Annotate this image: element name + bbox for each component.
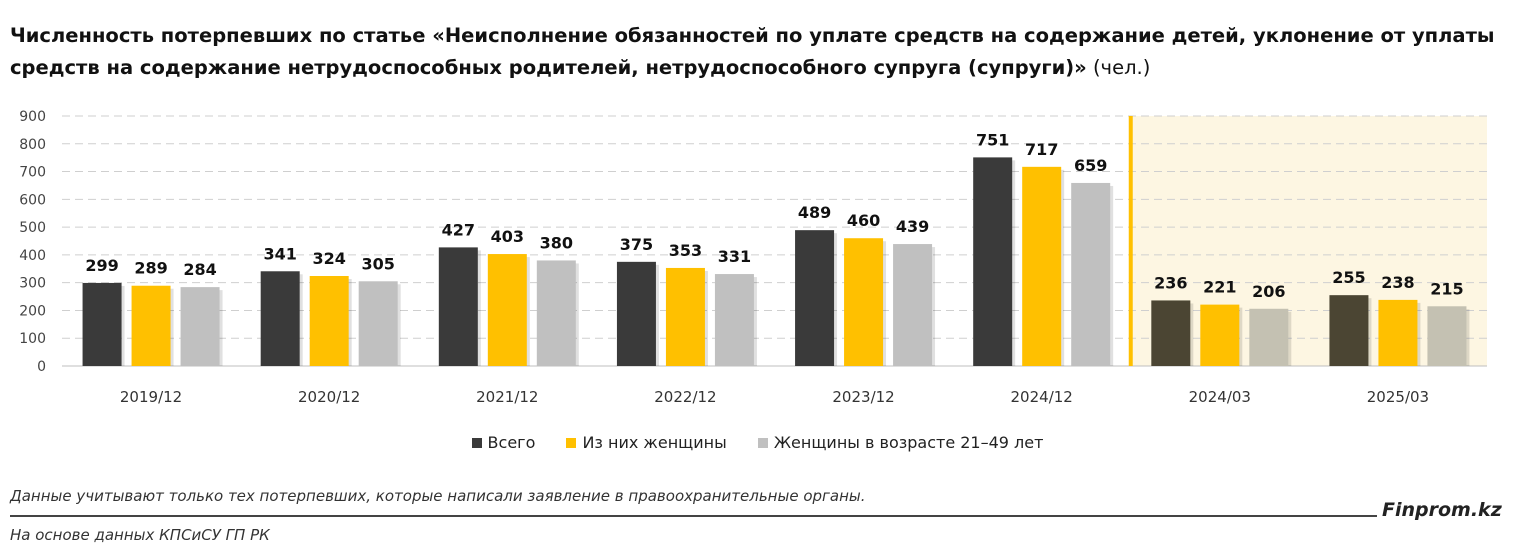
footer-divider <box>10 515 1377 517</box>
y-tick-label: 300 <box>19 276 46 292</box>
bar <box>536 260 576 366</box>
y-tick-label: 200 <box>19 303 46 319</box>
data-label: 238 <box>1381 273 1414 292</box>
bar <box>131 285 171 366</box>
x-tick-label: 2022/12 <box>654 388 716 406</box>
bar <box>1200 304 1240 366</box>
chart-title: Численность потерпевших по статье «Неисп… <box>10 20 1500 84</box>
data-label: 659 <box>1074 156 1107 175</box>
data-label: 460 <box>847 211 880 230</box>
legend-label-women-age: Женщины в возрасте 21–49 лет <box>773 433 1044 452</box>
y-tick-label: 900 <box>19 109 46 125</box>
data-label: 221 <box>1203 278 1236 297</box>
bar <box>358 281 398 366</box>
data-label: 380 <box>540 233 573 252</box>
data-label: 299 <box>85 256 118 275</box>
bar <box>180 287 220 366</box>
legend-item-women: Из них женщины <box>566 433 727 452</box>
y-tick-label: 400 <box>19 248 46 264</box>
bar <box>665 267 705 366</box>
legend-item-all: Всего <box>471 433 536 452</box>
data-label: 353 <box>669 241 702 260</box>
x-tick-label: 2020/12 <box>298 388 360 406</box>
data-label: 403 <box>491 227 524 246</box>
bar <box>438 247 478 366</box>
y-tick-label: 0 <box>37 359 46 375</box>
y-tick-label: 100 <box>19 331 46 347</box>
source-note: На основе данных КПСиСУ ГП РК <box>10 526 270 544</box>
x-tick-label: 2023/12 <box>832 388 894 406</box>
data-label: 206 <box>1252 282 1285 301</box>
bar <box>973 157 1013 366</box>
bar <box>893 244 933 366</box>
x-tick-label: 2025/03 <box>1367 388 1429 406</box>
bar <box>487 254 527 366</box>
data-label: 751 <box>976 130 1009 149</box>
bar <box>1022 166 1062 366</box>
legend-swatch-women-age <box>757 438 768 448</box>
bar <box>844 238 884 366</box>
data-label: 305 <box>361 254 394 273</box>
chart-legend: Всего Из них женщины Женщины в возрасте … <box>0 432 1515 452</box>
data-label: 215 <box>1430 279 1463 298</box>
data-label: 427 <box>442 220 475 239</box>
data-label: 375 <box>620 235 653 254</box>
data-label: 236 <box>1154 273 1187 292</box>
y-tick-label: 700 <box>19 165 46 181</box>
bar <box>1329 295 1369 366</box>
data-label: 255 <box>1332 268 1365 287</box>
data-label: 289 <box>134 259 167 278</box>
bar <box>1378 299 1418 366</box>
bar <box>795 230 835 366</box>
bar-chart: 0 100 200 300 400 500 600 700 800 900 299 289 284 201… <box>19 109 1487 406</box>
bar <box>309 276 349 366</box>
data-label: 284 <box>183 260 216 279</box>
bar <box>616 261 656 366</box>
chart-title-main: Численность потерпевших по статье «Неисп… <box>10 24 1495 79</box>
data-label: 717 <box>1025 140 1058 159</box>
x-tick-label: 2024/03 <box>1189 388 1251 406</box>
legend-swatch-women <box>566 438 577 448</box>
x-tick-label: 2019/12 <box>120 388 182 406</box>
brand-logo: Finprom.kz <box>1382 499 1502 521</box>
y-tick-label: 800 <box>19 137 46 153</box>
chart-title-unit: (чел.) <box>1086 56 1151 79</box>
y-tick-label: 500 <box>19 220 46 236</box>
data-label: 489 <box>798 203 831 222</box>
y-tick-label: 600 <box>19 192 46 208</box>
footnote: Данные учитывают только тех потерпевших,… <box>10 487 866 505</box>
legend-swatch-all <box>471 438 482 448</box>
bar <box>1151 300 1191 366</box>
x-tick-label: 2024/12 <box>1011 388 1073 406</box>
bar <box>1249 308 1289 366</box>
bar <box>260 271 300 366</box>
data-label: 331 <box>718 247 751 266</box>
bar <box>82 282 122 366</box>
x-tick-label: 2021/12 <box>476 388 538 406</box>
legend-label-women: Из них женщины <box>582 433 727 452</box>
data-label: 341 <box>263 244 296 263</box>
legend-label-all: Всего <box>487 433 536 452</box>
data-label: 324 <box>312 249 345 268</box>
data-label: 439 <box>896 217 929 236</box>
legend-item-women-age: Женщины в возрасте 21–49 лет <box>757 433 1044 452</box>
bar <box>1071 182 1111 366</box>
bar <box>1427 306 1467 366</box>
bar <box>714 274 754 366</box>
